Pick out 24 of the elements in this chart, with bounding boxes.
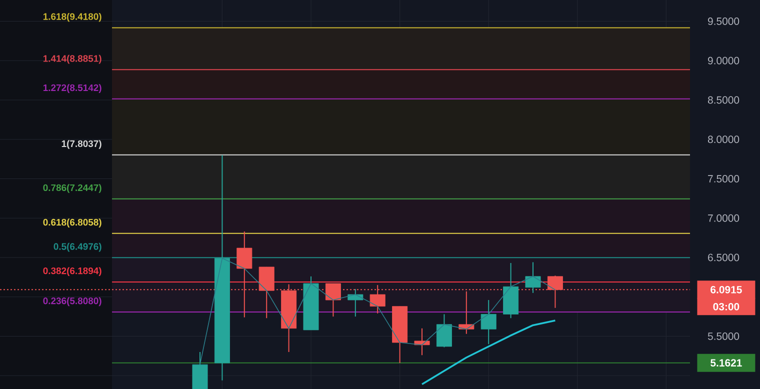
- ref-line-label: 0.382(6.1894): [43, 267, 102, 276]
- y-tick-label: 5.5000: [708, 332, 740, 340]
- ref-line-label: 1(7.8037): [62, 140, 102, 149]
- y-tick-label: 9.0000: [708, 56, 740, 64]
- y-tick-label: 8.0000: [708, 136, 740, 144]
- text: 03:00: [713, 302, 740, 310]
- y-tick-label: 8.5000: [708, 96, 740, 104]
- ref-line-label: 0.5(6.4976): [54, 242, 102, 252]
- ref-line-label: 0.786(7.2447): [43, 184, 102, 193]
- candlestick: [325, 282, 341, 318]
- ref-line-label: 0.618(6.8058): [43, 218, 102, 228]
- y-tick-label: 9.5000: [708, 18, 740, 25]
- candlestick: [436, 314, 452, 348]
- candlestick: [525, 262, 541, 294]
- y-tick-label: 6.5000: [708, 254, 740, 262]
- text: 5.1621: [710, 359, 742, 367]
- candlestick: [480, 300, 496, 345]
- y-tick-label: 7.5000: [708, 175, 740, 182]
- ref-line-label: 1.272(8.5142): [43, 84, 102, 93]
- text: 6.0915: [710, 286, 742, 294]
- y-tick-label: 7.0000: [708, 214, 740, 222]
- ref-line-label: 1.618(9.4180): [43, 12, 102, 22]
- ref-line-label: 1.414(8.8851): [43, 54, 102, 64]
- ref-line-label: 0.236(5.8080): [43, 297, 102, 306]
